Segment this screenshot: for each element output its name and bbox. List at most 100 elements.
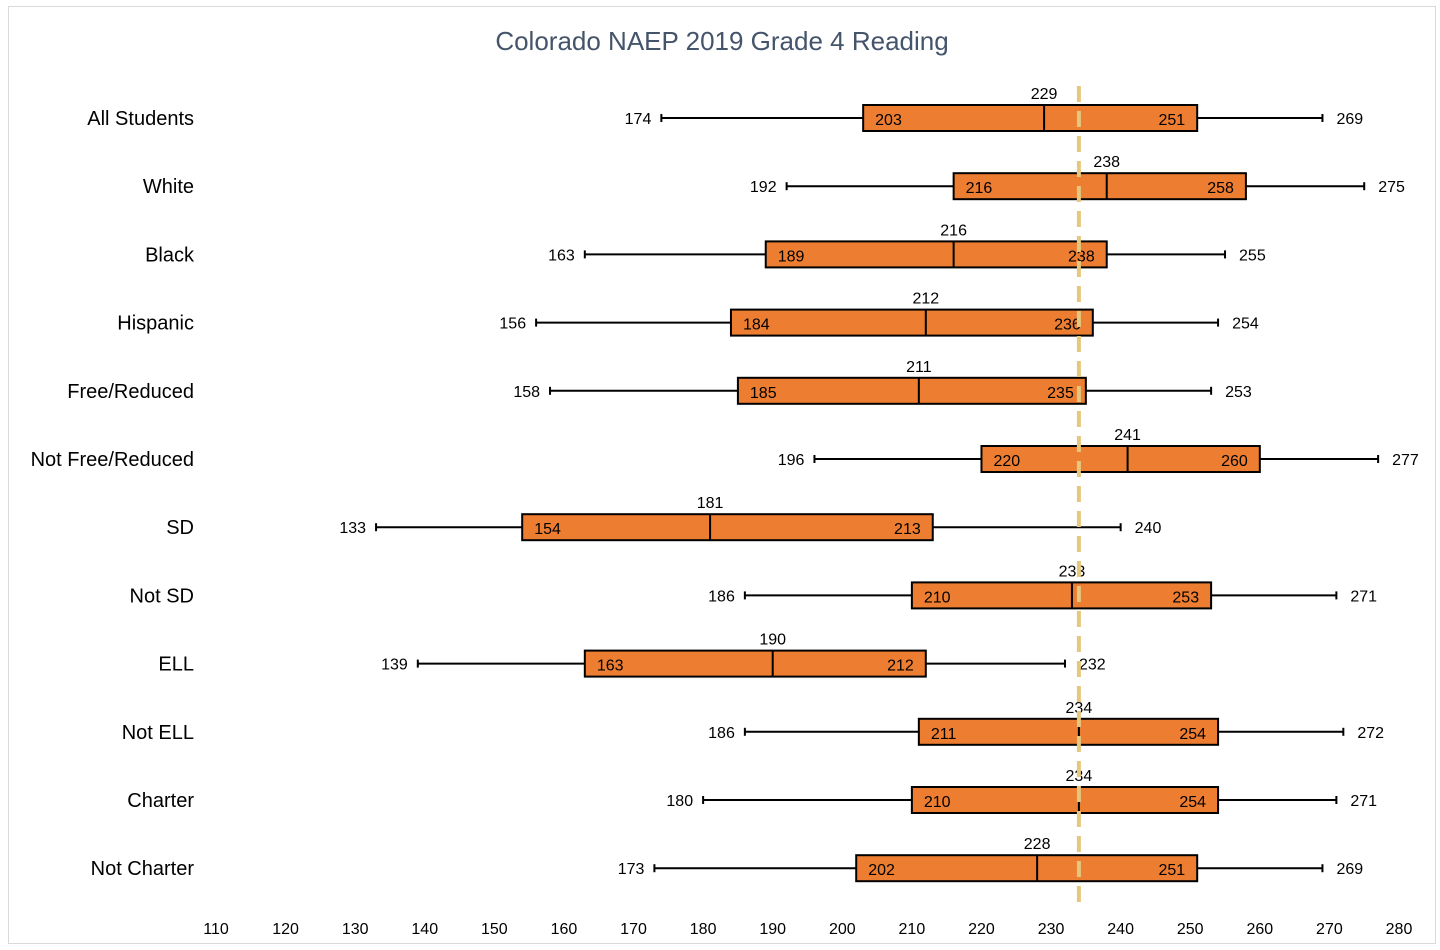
x-tick-label: 120 <box>272 921 299 938</box>
median-label: 229 <box>1031 86 1058 103</box>
q1-label: 211 <box>931 726 957 743</box>
min-label: 174 <box>625 111 652 128</box>
q1-label: 163 <box>597 658 624 675</box>
max-label: 240 <box>1135 520 1162 537</box>
box-row: Not SD 186 271 210 253 233 <box>130 563 1377 610</box>
iqr-box <box>917 717 1220 746</box>
q3-label: 213 <box>894 521 921 538</box>
x-tick-label: 220 <box>968 921 995 938</box>
x-tick-label: 200 <box>829 921 856 938</box>
q1-label: 154 <box>534 521 561 538</box>
iqr-box <box>910 581 1213 610</box>
q3-label: 251 <box>1158 862 1185 879</box>
x-tick-label: 260 <box>1246 921 1273 938</box>
median-label: 228 <box>1024 836 1051 853</box>
x-tick-label: 280 <box>1386 921 1413 938</box>
min-label: 192 <box>750 179 777 196</box>
category-label: Not Charter <box>91 858 195 880</box>
x-tick-label: 150 <box>481 921 508 938</box>
median-label: 216 <box>940 222 967 239</box>
x-tick-label: 250 <box>1177 921 1204 938</box>
min-label: 173 <box>618 861 645 878</box>
min-label: 158 <box>513 384 540 401</box>
q1-label: 216 <box>966 180 993 197</box>
box-row: Charter180271210254234 <box>127 768 1377 814</box>
q3-label: 212 <box>887 658 914 675</box>
q1-label: 210 <box>924 589 951 606</box>
box-row: ELL 139 232 163 212 190 <box>158 632 1106 678</box>
max-label: 255 <box>1239 247 1266 264</box>
box-row: All Students 174 269 203 251 229 <box>87 86 1363 132</box>
category-label: All Students <box>87 108 194 130</box>
median-label: 211 <box>906 359 932 376</box>
min-label: 156 <box>499 316 526 333</box>
iqr-box <box>910 786 1220 814</box>
category-label: ELL <box>158 654 194 676</box>
max-label: 277 <box>1392 452 1419 469</box>
category-label: Not Free/Reduced <box>31 449 194 471</box>
max-label: 271 <box>1350 588 1377 605</box>
plot-area: All Students 174 269 203 251 229 White 192 275 21… <box>31 86 1419 883</box>
box-row: Free/Reduced 158 253 185 235 211 <box>67 359 1252 405</box>
x-axis: 110 120 130 140 150 160 170 180 190 200 210 220 230 2… <box>203 921 1412 938</box>
category-label: White <box>143 176 194 198</box>
iqr-box <box>855 854 1199 883</box>
q1-label: 185 <box>750 385 777 402</box>
iqr-box <box>736 376 1087 405</box>
q1-label: 184 <box>743 317 770 334</box>
q3-label: 260 <box>1221 453 1248 470</box>
q3-label: 236 <box>1054 317 1081 334</box>
x-tick-label: 170 <box>620 921 647 938</box>
x-tick-label: 130 <box>342 921 369 938</box>
min-label: 196 <box>778 452 805 469</box>
q1-label: 203 <box>875 112 902 129</box>
max-label: 232 <box>1079 657 1106 674</box>
max-label: 269 <box>1336 111 1363 128</box>
q1-label: 210 <box>924 794 951 811</box>
iqr-box <box>729 308 1094 337</box>
max-label: 272 <box>1357 725 1384 742</box>
x-tick-label: 110 <box>203 921 229 938</box>
iqr-box <box>764 240 1108 269</box>
x-tick-label: 140 <box>411 921 438 938</box>
median-label: 181 <box>697 495 724 512</box>
q3-label: 254 <box>1179 794 1206 811</box>
iqr-box <box>980 445 1261 473</box>
median-label: 241 <box>1114 427 1141 444</box>
max-label: 253 <box>1225 384 1252 401</box>
category-label: Charter <box>127 790 194 812</box>
iqr-box <box>952 172 1247 201</box>
median-label: 190 <box>759 632 786 649</box>
category-label: Not ELL <box>122 722 194 744</box>
box-row: Not Free/Reduced 196 277 220 260 241 <box>31 427 1419 473</box>
q3-label: 258 <box>1207 180 1234 197</box>
category-label: Not SD <box>130 585 194 607</box>
x-tick-label: 190 <box>759 921 786 938</box>
q1-label: 220 <box>993 453 1020 470</box>
min-label: 139 <box>381 657 408 674</box>
box-row: Not ELL 186 272 211 254 234 <box>122 700 1384 746</box>
iqr-box <box>521 513 934 542</box>
q3-label: 251 <box>1158 112 1185 129</box>
box-row: Hispanic 156 254 184 236 212 <box>117 291 1259 337</box>
box-row: Not Charter 173 269 202 251 228 <box>91 836 1363 883</box>
q3-label: 253 <box>1172 589 1199 606</box>
max-label: 271 <box>1350 793 1377 810</box>
category-label: SD <box>166 517 194 539</box>
median-label: 212 <box>912 291 939 308</box>
x-tick-label: 210 <box>899 921 926 938</box>
x-tick-label: 160 <box>551 921 578 938</box>
box-row: White 192 275 216 258 238 <box>143 154 1405 201</box>
category-label: Free/Reduced <box>67 381 194 403</box>
iqr-box <box>862 104 1199 132</box>
box-row: SD 133 240 154 213 181 <box>166 495 1162 542</box>
category-label: Black <box>145 244 195 266</box>
min-label: 186 <box>708 588 735 605</box>
min-label: 180 <box>666 793 693 810</box>
q3-label: 254 <box>1179 726 1206 743</box>
median-label: 234 <box>1066 700 1093 717</box>
x-tick-label: 230 <box>1038 921 1065 938</box>
q3-label: 238 <box>1068 248 1095 265</box>
max-label: 275 <box>1378 179 1405 196</box>
